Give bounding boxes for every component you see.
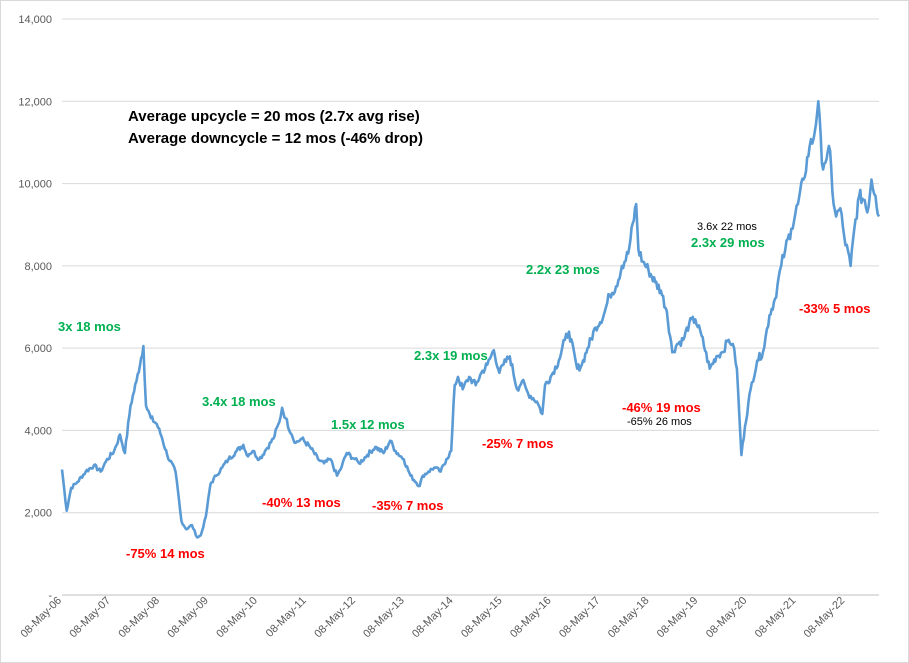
- y-tick-label: 12,000: [18, 96, 52, 108]
- y-tick-label: 10,000: [18, 179, 52, 191]
- y-tick-label: 8,000: [24, 261, 52, 273]
- x-tick-label: 08-May-10: [214, 595, 260, 641]
- x-tick-label: 08-May-22: [802, 595, 848, 641]
- gridlines: [62, 18, 879, 596]
- annotation-downcycle-3: -35% 7 mos: [372, 498, 444, 513]
- y-axis-ticks: - 2,000 4,000 6,000 8,000 10,000 12,000 14,000: [18, 14, 52, 602]
- annotation-upcycle-5: 2.2x 23 mos: [526, 262, 600, 277]
- y-tick-label: 6,000: [24, 343, 52, 355]
- x-tick-label: 08-May-19: [655, 595, 701, 641]
- x-axis-ticks: 08-May-06 08-May-07 08-May-08 08-May-09 08-M…: [18, 595, 847, 641]
- annotation-upcycle-6-alt: 3.6x 22 mos: [697, 221, 757, 233]
- x-tick-label: 08-May-16: [508, 595, 554, 641]
- summary-downcycle: Average downcycle = 12 mos (-46% drop): [128, 130, 423, 147]
- y-tick-label: 2,000: [24, 508, 52, 520]
- x-tick-label: 08-May-08: [116, 595, 162, 641]
- annotation-upcycle-2: 3.4x 18 mos: [202, 394, 276, 409]
- x-tick-label: 08-May-15: [459, 595, 505, 641]
- x-tick-label: 08-May-17: [557, 595, 603, 641]
- series-line: [60, 100, 881, 539]
- annotation-downcycle-5-alt: -65% 26 mos: [627, 416, 692, 428]
- x-tick-label: 08-May-11: [264, 595, 309, 640]
- x-tick-label: 08-May-20: [704, 595, 750, 641]
- y-tick-label: 4,000: [24, 425, 52, 437]
- annotation-downcycle-5: -46% 19 mos: [622, 400, 701, 415]
- x-tick-label: 08-May-14: [410, 595, 456, 641]
- x-tick-label: 08-May-09: [165, 595, 211, 641]
- annotation-downcycle-2: -40% 13 mos: [262, 495, 341, 510]
- y-tick-label: -: [48, 590, 52, 602]
- x-tick-label: 08-May-13: [361, 595, 407, 641]
- annotation-upcycle-1: 3x 18 mos: [58, 319, 121, 334]
- x-tick-label: 08-May-21: [753, 595, 799, 641]
- annotation-downcycle-1: -75% 14 mos: [126, 546, 205, 561]
- annotation-downcycle-6: -33% 5 mos: [799, 301, 871, 316]
- x-tick-label: 08-May-18: [606, 595, 652, 641]
- annotation-downcycle-4: -25% 7 mos: [482, 436, 554, 451]
- x-tick-label: 08-May-07: [67, 595, 113, 641]
- annotation-upcycle-6: 2.3x 29 mos: [691, 235, 765, 250]
- annotation-upcycle-4: 2.3x 19 mos: [414, 348, 488, 363]
- x-tick-label: 08-May-12: [312, 595, 358, 641]
- series-lines: [60, 100, 881, 539]
- summary-upcycle: Average upcycle = 20 mos (2.7x avg rise): [128, 108, 420, 125]
- y-tick-label: 14,000: [18, 14, 52, 26]
- annotation-upcycle-3: 1.5x 12 mos: [331, 417, 405, 432]
- x-tick-label: 08-May-06: [18, 595, 64, 641]
